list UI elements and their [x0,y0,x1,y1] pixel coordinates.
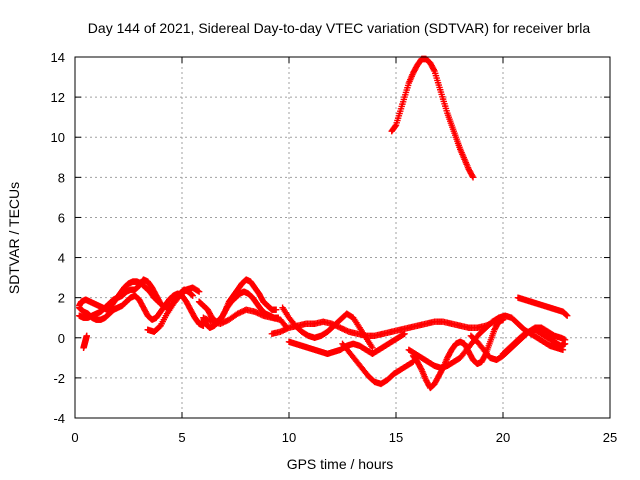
x-tick-label: 0 [71,430,78,445]
data-point [564,312,571,319]
data-point [499,316,507,323]
data-point [401,330,408,337]
x-tick-label: 15 [389,430,403,445]
x-tick-label: 10 [282,430,296,445]
axis-ticks: 0 5 10 15 20 25 -4 -2 0 2 4 6 8 10 12 14 [51,50,618,445]
data-point [417,365,425,372]
data-point [189,292,196,299]
series-arc-14 [409,316,507,392]
y-tick-label: 12 [51,90,65,105]
series-arc-4 [80,332,90,352]
y-tick-label: -2 [53,371,65,386]
data-point [83,332,90,339]
data-point [469,172,476,180]
series-arc-16 [499,326,569,358]
data-point [561,340,569,347]
data-point [156,299,164,306]
y-tick-label: 8 [58,170,65,185]
series-arc-13 [405,312,567,372]
x-axis-title: GPS time / hours [287,456,394,472]
y-tick-label: 2 [58,291,65,306]
series-arc-18 [388,55,477,181]
y-tick-label: 10 [51,130,65,145]
data-point [469,174,477,181]
data-points [76,55,571,392]
y-tick-label: 6 [58,210,65,225]
data-point [272,306,280,313]
series-arc-12 [339,340,417,388]
x-tick-label: 5 [178,430,185,445]
data-point [439,365,446,373]
chart-title: Day 144 of 2021, Sidereal Day-to-day VTE… [88,20,591,36]
data-point [157,300,164,307]
data-point [430,66,438,73]
series-arc-17 [514,294,571,319]
y-tick-label: 0 [58,331,65,346]
y-tick-label: -4 [53,411,65,426]
series-arc-11 [285,330,408,358]
y-tick-label: 14 [51,50,65,65]
data-point [369,344,376,352]
data-point [195,288,203,295]
series-arc-10 [279,304,376,352]
data-point [392,122,399,130]
x-tick-label: 25 [603,430,617,445]
plot-frame [74,56,611,419]
series-arc-5 [144,284,203,335]
y-axis-title: SDTVAR / TECUs [6,182,22,294]
y-tick-label: 4 [58,251,65,266]
x-tick-label: 20 [496,430,510,445]
